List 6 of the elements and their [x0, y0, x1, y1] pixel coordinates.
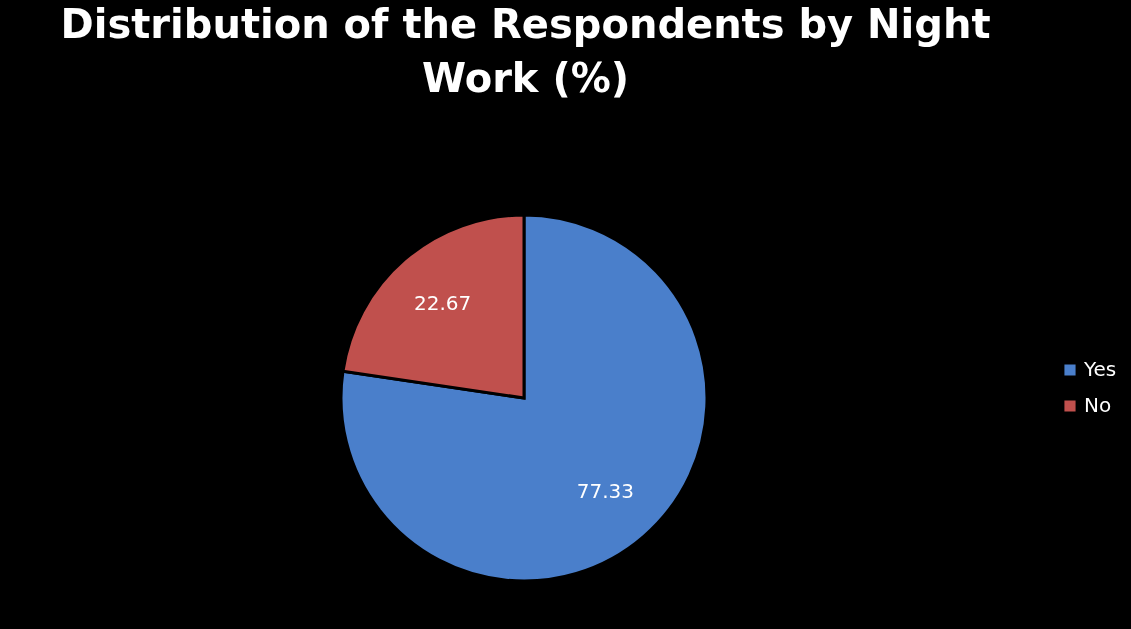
data-label: 77.33: [576, 479, 634, 504]
data-label: 22.67: [414, 290, 472, 315]
chart-title: Distribution of the Respondents by Night Work (%): [60, 1, 991, 101]
legend-label: No: [1084, 393, 1112, 417]
legend-label: Yes: [1083, 357, 1117, 381]
pie-slice: [339, 213, 709, 583]
